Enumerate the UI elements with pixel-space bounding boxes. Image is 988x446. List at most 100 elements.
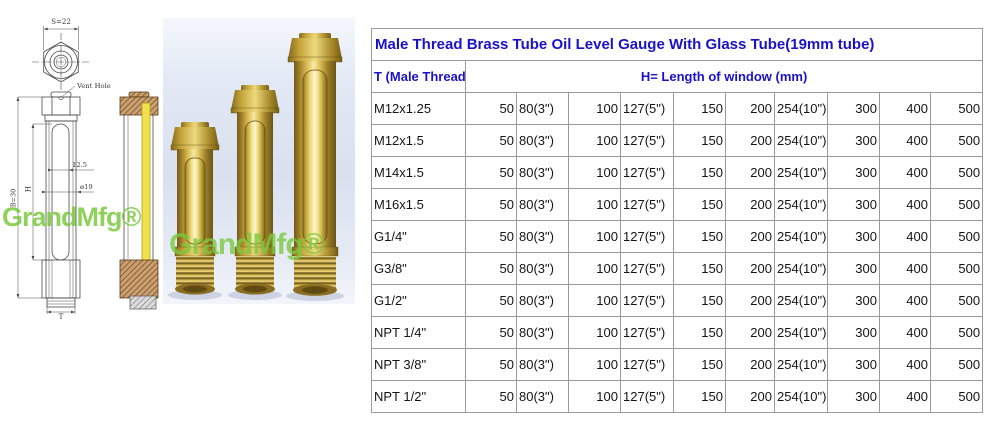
- dim-width-label: 12.5: [72, 161, 87, 169]
- window-length-cell: 50: [465, 348, 517, 381]
- dim-s-label: S=22: [51, 18, 71, 26]
- window-length-cell: 254(10"): [774, 380, 828, 413]
- window-length-cell: 400: [879, 284, 931, 317]
- window-length-cell: 254(10"): [774, 348, 828, 381]
- window-length-cell: 254(10"): [774, 156, 828, 189]
- window-length-cell: 200: [725, 156, 775, 189]
- window-length-cell: 150: [673, 284, 726, 317]
- window-length-cell: 500: [929, 92, 984, 125]
- thread-size-cell: NPT 3/8": [371, 348, 466, 381]
- window-length-cell: 300: [827, 124, 880, 157]
- window-length-cell: 50: [465, 316, 517, 349]
- window-length-cell: 127(5"): [620, 316, 674, 349]
- thread-size-cell: G1/4": [371, 220, 466, 253]
- window-length-cell: 400: [879, 316, 931, 349]
- window-length-cell: 150: [673, 124, 726, 157]
- window-length-cell: 254(10"): [774, 124, 828, 157]
- technical-drawing: S=22 Vent Hole 12.5 ø19 H B=30 T: [10, 18, 159, 320]
- window-length-cell: 254(10"): [774, 316, 828, 349]
- window-length-cell: 50: [465, 380, 517, 413]
- window-length-cell: 500: [929, 124, 984, 157]
- window-length-cell: 100: [568, 92, 621, 125]
- window-length-cell: 200: [725, 252, 775, 285]
- table-row: M14x1.5 50 80(3") 100 127(5") 150 200 254(10") 3…: [371, 156, 984, 189]
- window-length-cell: 80(3"): [516, 188, 569, 221]
- gauge-medium: [230, 85, 280, 295]
- table-row: M16x1.5 50 80(3") 100 127(5") 150 200 254(10") 3…: [371, 188, 984, 221]
- dim-t-label: T: [59, 313, 64, 320]
- window-length-cell: 300: [827, 380, 880, 413]
- dimension-lines: [16, 85, 94, 314]
- window-length-cell: 300: [827, 284, 880, 317]
- table-row: M12x1.25 50 80(3") 100 127(5") 150 200 254(10")…: [371, 92, 984, 125]
- window-length-cell: 127(5"): [620, 92, 674, 125]
- product-photo: [163, 18, 355, 304]
- thread-size-cell: M12x1.5: [371, 124, 466, 157]
- window-length-cell: 50: [465, 188, 517, 221]
- window-length-cell: 400: [879, 156, 931, 189]
- window-length-cell: 500: [929, 316, 984, 349]
- window-length-cell: 80(3"): [516, 156, 569, 189]
- window-length-cell: 200: [725, 124, 775, 157]
- window-length-cell: 127(5"): [620, 156, 674, 189]
- window-length-cell: 150: [673, 156, 726, 189]
- window-length-cell: 100: [568, 316, 621, 349]
- window-length-cell: 200: [725, 92, 775, 125]
- window-length-cell: 200: [725, 284, 775, 317]
- spec-table: Male Thread Brass Tube Oil Level Gauge W…: [370, 28, 984, 413]
- thread-size-cell: M14x1.5: [371, 156, 466, 189]
- table-row: G3/8" 50 80(3") 100 127(5") 150 200 254(10") 300…: [371, 252, 984, 285]
- window-length-cell: 100: [568, 156, 621, 189]
- window-length-cell: 200: [725, 348, 775, 381]
- col-header-window: H= Length of window (mm): [464, 60, 984, 93]
- window-length-cell: 80(3"): [516, 252, 569, 285]
- table-row: NPT 1/2" 50 80(3") 100 127(5") 150 200 254(10")…: [371, 380, 984, 413]
- window-length-cell: 400: [879, 92, 931, 125]
- window-length-cell: 300: [827, 220, 880, 253]
- table-row: M12x1.5 50 80(3") 100 127(5") 150 200 254(10") 3…: [371, 124, 984, 157]
- window-length-cell: 300: [827, 156, 880, 189]
- window-length-cell: 500: [929, 220, 984, 253]
- vent-hole-label: Vent Hole: [76, 82, 111, 90]
- gauge-tall: [287, 33, 343, 296]
- thread-size-cell: G3/8": [371, 252, 466, 285]
- window-length-cell: 254(10"): [774, 188, 828, 221]
- window-length-cell: 150: [673, 252, 726, 285]
- window-length-cell: 500: [929, 188, 984, 221]
- window-length-cell: 254(10"): [774, 92, 828, 125]
- brass-gauges-image: [168, 33, 344, 301]
- window-length-cell: 400: [879, 348, 931, 381]
- window-length-cell: 400: [879, 188, 931, 221]
- window-length-cell: 80(3"): [516, 316, 569, 349]
- window-length-cell: 100: [568, 348, 621, 381]
- window-length-cell: 100: [568, 188, 621, 221]
- window-length-cell: 300: [827, 252, 880, 285]
- window-length-cell: 150: [673, 188, 726, 221]
- window-length-cell: 254(10"): [774, 220, 828, 253]
- table-title: Male Thread Brass Tube Oil Level Gauge W…: [370, 28, 984, 61]
- window-length-cell: 80(3"): [516, 284, 569, 317]
- window-length-cell: 50: [465, 92, 517, 125]
- window-length-cell: 150: [673, 348, 726, 381]
- window-length-cell: 150: [673, 92, 726, 125]
- window-length-cell: 80(3"): [516, 380, 569, 413]
- window-length-cell: 127(5"): [620, 348, 674, 381]
- window-length-cell: 300: [827, 316, 880, 349]
- table-row: G1/4" 50 80(3") 100 127(5") 150 200 254(10") 300…: [371, 220, 984, 253]
- window-length-cell: 127(5"): [620, 188, 674, 221]
- window-length-cell: 127(5"): [620, 220, 674, 253]
- window-length-cell: 200: [725, 220, 775, 253]
- window-length-cell: 200: [725, 380, 775, 413]
- thread-size-cell: G1/2": [371, 284, 466, 317]
- window-length-cell: 80(3"): [516, 220, 569, 253]
- window-length-cell: 127(5"): [620, 252, 674, 285]
- window-length-cell: 400: [879, 252, 931, 285]
- window-length-cell: 500: [929, 348, 984, 381]
- window-length-cell: 100: [568, 284, 621, 317]
- window-length-cell: 127(5"): [620, 380, 674, 413]
- window-length-cell: 300: [827, 92, 880, 125]
- window-length-cell: 150: [673, 316, 726, 349]
- window-length-cell: 500: [929, 284, 984, 317]
- window-length-cell: 127(5"): [620, 284, 674, 317]
